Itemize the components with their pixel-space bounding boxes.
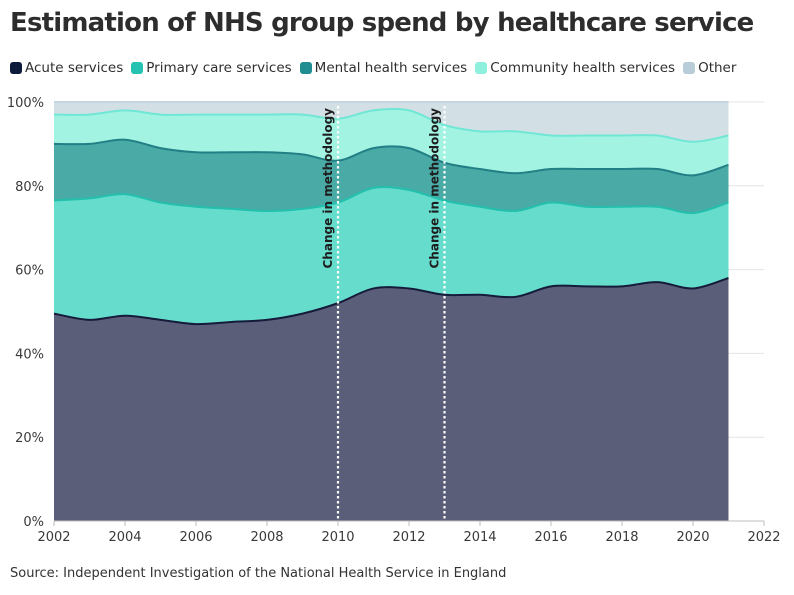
x-tick-label-2018: 2018 <box>605 530 638 545</box>
line-acute-services <box>53 277 729 326</box>
area-acute-services <box>54 277 729 521</box>
legend-label-primary-care: Primary care services <box>146 60 292 76</box>
x-tick-label-2006: 2006 <box>179 530 212 545</box>
x-tick-label-2020: 2020 <box>676 530 709 545</box>
stacked-area-chart: 0% 20% 40% 60% 80% 100% 2002 2004 2006 2008 2010 20… <box>7 96 781 545</box>
legend-item-community-health[interactable]: Community health services <box>475 60 675 76</box>
line-mental-health-services <box>53 138 729 177</box>
y-tick-label-100: 100% <box>7 96 44 111</box>
x-tick-label-2014: 2014 <box>463 530 496 545</box>
methodology-annotation-2010: Change in methodology <box>321 108 335 269</box>
legend-item-acute[interactable]: Acute services <box>10 60 123 76</box>
x-tick-label-2008: 2008 <box>250 530 283 545</box>
legend-label-mental-health: Mental health services <box>314 60 468 76</box>
legend-item-primary-care[interactable]: Primary care services <box>131 60 292 76</box>
area-other <box>54 102 729 142</box>
chart-source: Source: Independent Investigation of the… <box>10 566 507 581</box>
chart-legend: Acute services Primary care services Men… <box>10 60 744 76</box>
legend-label-community-health: Community health services <box>490 60 676 76</box>
y-tick-label-60: 60% <box>15 264 44 279</box>
y-tick-label-40: 40% <box>15 347 44 362</box>
legend-item-other[interactable]: Other <box>683 60 736 76</box>
legend-label-acute: Acute services <box>25 60 124 76</box>
area-mental-health-services <box>54 139 729 214</box>
y-tick-label-20: 20% <box>15 431 44 446</box>
x-tick-label-2002: 2002 <box>37 530 70 545</box>
legend-swatch-mental-health <box>299 62 312 74</box>
line-primary-care-services <box>53 186 729 215</box>
y-tick-label-0: 0% <box>23 515 44 530</box>
legend-item-mental-health[interactable]: Mental health services <box>299 60 468 76</box>
x-tick-label-2016: 2016 <box>534 530 567 545</box>
legend-swatch-primary-care <box>131 62 144 74</box>
area-primary-care-services <box>54 187 729 325</box>
area-community-health-services <box>54 108 729 176</box>
chart-title: Estimation of NHS group spend by healthc… <box>10 8 754 38</box>
line-community-health-services <box>53 107 729 143</box>
legend-label-other: Other <box>698 60 737 76</box>
y-tick-label-80: 80% <box>15 180 44 195</box>
x-tick-label-2022: 2022 <box>747 530 780 545</box>
legend-swatch-acute <box>10 62 22 74</box>
legend-swatch-community-health <box>475 62 488 74</box>
x-tick-label-2010: 2010 <box>321 530 354 545</box>
legend-swatch-other <box>683 62 696 74</box>
x-tick-label-2004: 2004 <box>108 530 141 545</box>
methodology-annotation-2013: Change in methodology <box>428 108 442 269</box>
x-tick-label-2012: 2012 <box>392 530 425 545</box>
